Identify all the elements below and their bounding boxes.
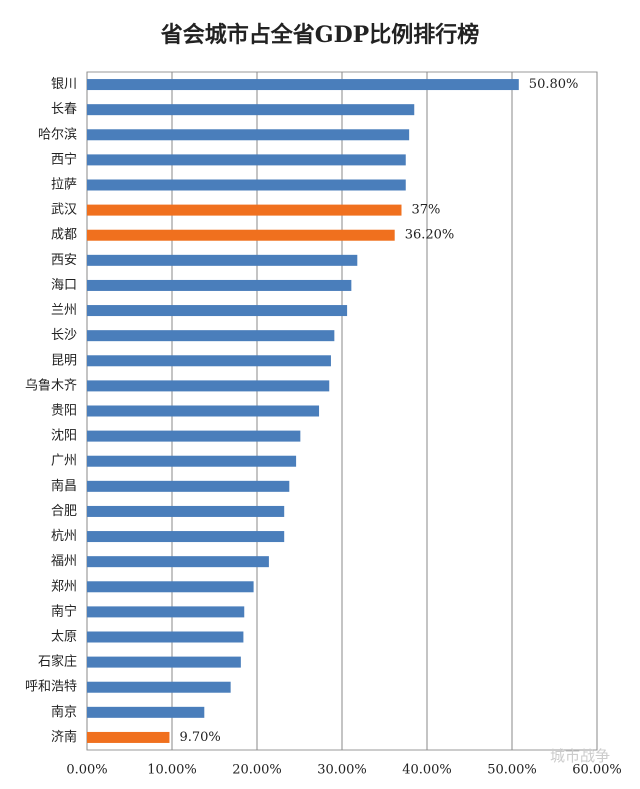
y-tick-label: 海口 <box>51 278 77 293</box>
bar <box>87 154 406 166</box>
bar <box>87 279 352 291</box>
y-tick-label: 拉萨 <box>51 178 77 193</box>
value-label: 50.80% <box>529 77 579 92</box>
y-tick-label: 哈尔滨 <box>38 126 77 142</box>
y-tick-label: 福州 <box>51 554 77 569</box>
y-tick-label: 呼和浩特 <box>25 680 77 695</box>
bar <box>87 104 415 116</box>
bar <box>87 556 269 568</box>
bar <box>87 305 348 317</box>
chart-title: 省会城市占全省GDP比例排行榜 <box>160 22 479 48</box>
bar <box>87 480 290 492</box>
bar <box>87 405 320 417</box>
watermark: 城市战争 <box>550 747 610 765</box>
bar <box>87 254 358 266</box>
bar <box>87 355 331 367</box>
x-tick-label: 0.00% <box>66 763 107 778</box>
value-label: 9.70% <box>179 730 220 745</box>
bar <box>87 631 244 643</box>
bar <box>87 505 285 517</box>
y-tick-label: 西安 <box>51 253 77 268</box>
bar <box>87 330 335 342</box>
value-label: 37% <box>412 203 441 218</box>
y-tick-label: 乌鲁木齐 <box>25 377 77 393</box>
bar <box>87 179 406 191</box>
y-tick-label: 兰州 <box>51 303 77 318</box>
y-tick-label: 长春 <box>51 102 77 117</box>
x-tick-label: 10.00% <box>147 763 197 778</box>
x-tick-label: 30.00% <box>317 763 367 778</box>
y-tick-label: 杭州 <box>51 529 77 544</box>
bar <box>87 606 245 618</box>
y-tick-label: 南宁 <box>51 603 77 619</box>
y-tick-label: 银川 <box>51 77 77 92</box>
bar <box>87 581 254 593</box>
x-tick-label: 50.00% <box>487 763 537 778</box>
y-tick-label: 西宁 <box>51 151 77 167</box>
y-tick-label: 郑州 <box>51 579 77 594</box>
bar <box>87 380 330 392</box>
bar <box>87 430 301 442</box>
bar <box>87 656 241 668</box>
bar <box>87 204 402 216</box>
y-tick-label: 石家庄 <box>38 654 77 670</box>
bar <box>87 129 410 141</box>
y-tick-label: 太原 <box>51 630 77 645</box>
bar <box>87 79 519 91</box>
y-tick-label: 南昌 <box>51 478 77 494</box>
y-tick-label: 沈阳 <box>51 429 77 444</box>
y-tick-label: 武汉 <box>51 203 77 218</box>
value-label: 36.20% <box>405 228 455 243</box>
x-tick-label: 40.00% <box>402 763 452 778</box>
y-tick-label: 昆明 <box>51 353 77 368</box>
bar <box>87 229 395 241</box>
bar <box>87 731 170 743</box>
y-tick-label: 合肥 <box>51 504 77 519</box>
bar <box>87 531 285 543</box>
y-tick-label: 济南 <box>51 729 77 745</box>
bar <box>87 706 205 718</box>
y-tick-label: 广州 <box>51 454 77 469</box>
y-tick-label: 贵阳 <box>51 404 77 419</box>
x-tick-label: 60.00% <box>572 763 622 778</box>
y-tick-label: 成都 <box>51 228 77 243</box>
y-tick-label: 长沙 <box>51 328 77 343</box>
bar <box>87 455 297 467</box>
x-tick-label: 20.00% <box>232 763 282 778</box>
y-tick-label: 南京 <box>51 704 77 720</box>
bar <box>87 681 231 693</box>
